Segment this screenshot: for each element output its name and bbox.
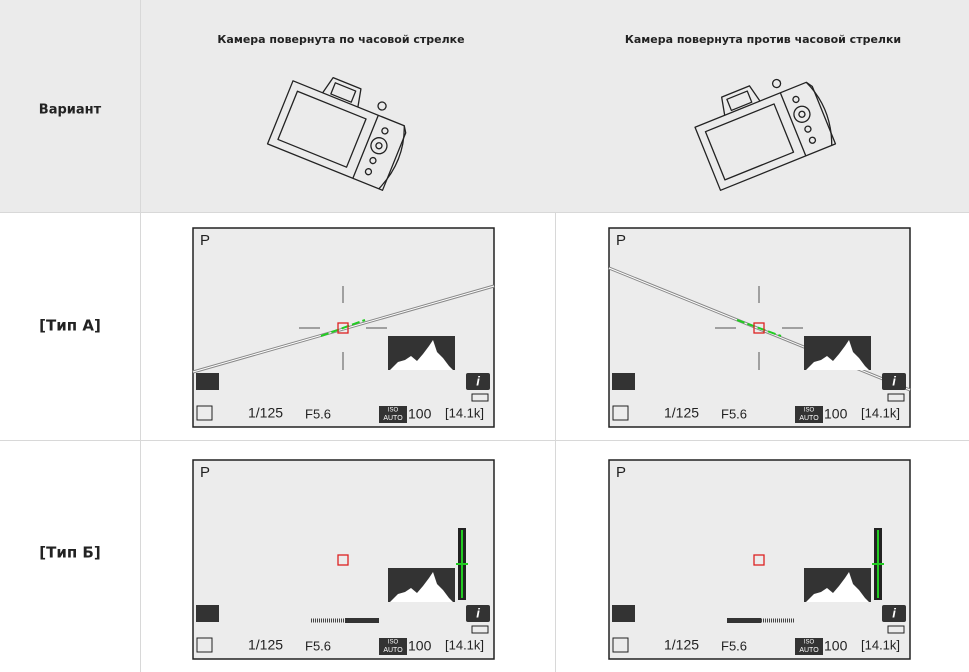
iso-box <box>795 406 823 423</box>
histogram <box>806 572 869 602</box>
screen-frame <box>192 459 495 660</box>
metering-icon <box>196 405 213 421</box>
mode-label: P <box>200 464 210 481</box>
iso-box <box>795 638 823 655</box>
frames: [14.1k] <box>445 637 484 652</box>
iso-value: 100 <box>408 406 432 422</box>
info-button <box>882 373 906 390</box>
iso-label: AUTO <box>383 415 403 422</box>
info-label: i <box>892 605 896 620</box>
info-button <box>882 605 906 622</box>
shutter: 1/125 <box>248 405 283 421</box>
iso-label: AUTO <box>799 415 819 422</box>
mode-icon <box>196 373 219 390</box>
frames: [14.1k] <box>861 637 900 652</box>
mode-icon <box>196 605 219 622</box>
iso-label: AUTO <box>383 647 403 654</box>
aperture: F5.6 <box>305 406 331 421</box>
screen-frame <box>608 459 911 660</box>
mode-label: P <box>616 232 626 249</box>
iso-value: 100 <box>824 406 848 422</box>
iso-box <box>379 406 407 423</box>
info-label: i <box>892 373 896 388</box>
aperture: F5.6 <box>305 638 331 653</box>
histogram <box>806 340 869 370</box>
mode-label: P <box>616 464 626 481</box>
shutter: 1/125 <box>248 637 283 653</box>
header-cell: Вариант <box>39 103 102 118</box>
iso-label: AUTO <box>799 647 819 654</box>
af-point <box>337 554 349 566</box>
info-button <box>466 373 490 390</box>
roll-level <box>727 618 761 623</box>
metering-icon <box>612 637 629 653</box>
metering-icon <box>196 637 213 653</box>
frames: [14.1k] <box>861 405 900 420</box>
mode-icon <box>612 605 635 622</box>
info-button <box>466 605 490 622</box>
mode-label: P <box>200 232 210 249</box>
level-indicator <box>320 319 366 337</box>
metering-icon <box>612 405 629 421</box>
af-point <box>753 322 765 334</box>
battery <box>887 393 905 402</box>
frames: [14.1k] <box>445 405 484 420</box>
iso-label: ISO <box>804 408 815 414</box>
histogram <box>390 572 453 602</box>
camera-illustration <box>266 76 407 191</box>
shutter: 1/125 <box>664 637 699 653</box>
header-row <box>0 0 969 212</box>
horizon-line <box>192 285 495 373</box>
aperture: F5.6 <box>721 638 747 653</box>
af-point <box>753 554 765 566</box>
battery <box>471 393 489 402</box>
roll-level <box>345 618 379 623</box>
battery <box>471 625 489 634</box>
level-indicator <box>736 319 782 337</box>
shutter: 1/125 <box>664 405 699 421</box>
row-label: [Тип А] <box>39 317 101 335</box>
row-label: [Тип Б] <box>39 544 100 562</box>
iso-value: 100 <box>408 638 432 654</box>
info-label: i <box>476 373 480 388</box>
iso-box <box>379 638 407 655</box>
camera-illustration <box>694 78 837 191</box>
header-cell: Камера повернута против часовой стрелки <box>625 33 901 46</box>
mode-icon <box>612 373 635 390</box>
histogram <box>390 340 453 370</box>
iso-value: 100 <box>824 638 848 654</box>
iso-label: ISO <box>388 408 399 414</box>
header-cell: Камера повернута по часовой стрелке <box>217 33 464 46</box>
af-point <box>337 322 349 334</box>
info-label: i <box>476 605 480 620</box>
iso-label: ISO <box>804 640 815 646</box>
iso-label: ISO <box>388 640 399 646</box>
aperture: F5.6 <box>721 406 747 421</box>
battery <box>887 625 905 634</box>
